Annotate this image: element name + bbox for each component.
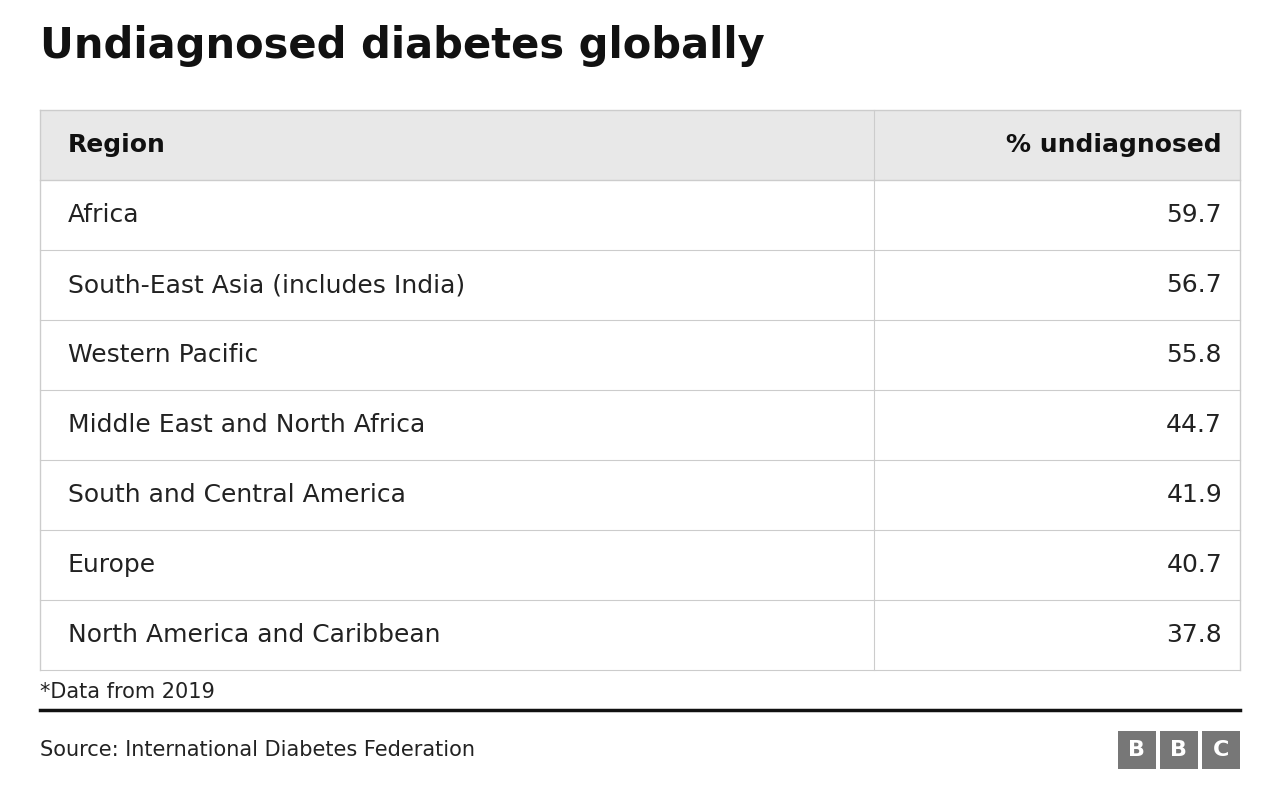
Text: *Data from 2019: *Data from 2019 — [40, 682, 215, 702]
Text: 40.7: 40.7 — [1166, 553, 1222, 577]
Text: 37.8: 37.8 — [1166, 623, 1222, 647]
Text: Western Pacific: Western Pacific — [68, 343, 259, 367]
Bar — [40, 320, 1240, 390]
Text: C: C — [1213, 740, 1229, 760]
Bar — [40, 460, 1240, 530]
Bar — [40, 530, 1240, 600]
Text: Undiagnosed diabetes globally: Undiagnosed diabetes globally — [40, 25, 764, 67]
Text: 41.9: 41.9 — [1166, 483, 1222, 507]
Bar — [40, 180, 1240, 250]
Bar — [1202, 731, 1240, 769]
Text: Region: Region — [68, 133, 166, 157]
Text: 56.7: 56.7 — [1166, 273, 1222, 297]
Text: Europe: Europe — [68, 553, 156, 577]
Bar — [40, 250, 1240, 320]
Text: North America and Caribbean: North America and Caribbean — [68, 623, 440, 647]
Bar — [1117, 731, 1156, 769]
Text: B: B — [1170, 740, 1188, 760]
Text: % undiagnosed: % undiagnosed — [1006, 133, 1222, 157]
Text: 55.8: 55.8 — [1166, 343, 1222, 367]
Bar — [1160, 731, 1198, 769]
Text: South-East Asia (includes India): South-East Asia (includes India) — [68, 273, 465, 297]
Text: 59.7: 59.7 — [1166, 203, 1222, 227]
Bar — [40, 600, 1240, 670]
Text: Middle East and North Africa: Middle East and North Africa — [68, 413, 425, 437]
Bar — [40, 390, 1240, 460]
Text: Source: International Diabetes Federation: Source: International Diabetes Federatio… — [40, 740, 475, 760]
Text: Africa: Africa — [68, 203, 140, 227]
Text: 44.7: 44.7 — [1166, 413, 1222, 437]
Bar — [40, 110, 1240, 180]
Text: B: B — [1129, 740, 1146, 760]
Text: South and Central America: South and Central America — [68, 483, 406, 507]
